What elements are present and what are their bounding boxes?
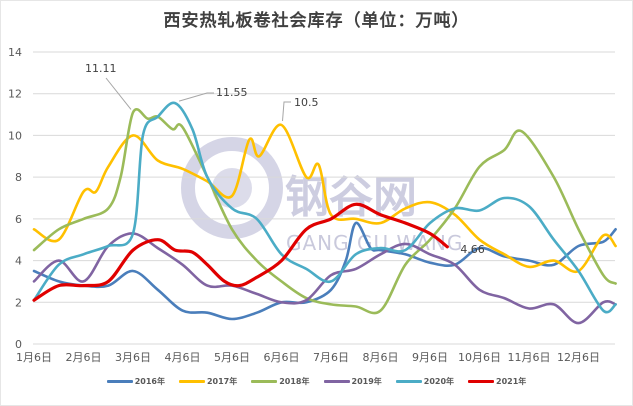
x-tick-label: 9月6日: [412, 351, 448, 364]
x-tick-label: 10月6日: [458, 351, 501, 364]
y-tick-label: 6: [15, 213, 22, 226]
y-tick-label: 0: [15, 338, 22, 351]
legend-item-2017: 2017年: [178, 376, 238, 387]
x-tick-label: 11月6日: [508, 351, 551, 364]
legend-item-2016: 2016年: [106, 376, 165, 387]
y-tick-label: 4: [15, 255, 22, 268]
y-tick-label: 12: [8, 88, 22, 101]
legend-label: 2020年: [423, 377, 455, 386]
y-axis-ticks: 0 2 4 6 8 10 12 14: [8, 46, 22, 351]
watermark-cn-text: 钢谷网: [285, 172, 417, 223]
series-lines: [32, 101, 617, 325]
legend-swatch: [178, 380, 205, 383]
leader-line: [282, 101, 291, 122]
annotation-label: 4.66: [460, 243, 485, 256]
x-tick-label: 4月6日: [165, 351, 201, 364]
legend-swatch: [395, 380, 422, 383]
legend-label: 2018年: [279, 377, 310, 386]
series-line-2018: [32, 107, 617, 315]
chart-legend: 2016年 2017年 2018年 2019年 2020年 2021年: [0, 376, 633, 387]
chart-title: 西安热轧板卷社会库存（单位：万吨）: [163, 11, 470, 31]
legend-swatch: [251, 380, 278, 383]
series-line-2016: [32, 221, 617, 321]
x-tick-label: 8月6日: [363, 351, 399, 364]
data-annotations: 11.11 11.55 10.5 4.66: [85, 62, 485, 256]
x-tick-label: 5月6日: [214, 351, 250, 364]
annotation-label: 10.5: [294, 96, 319, 109]
legend-swatch: [468, 380, 495, 383]
legend-item-2019: 2019年: [323, 376, 382, 387]
leader-line: [178, 92, 214, 102]
legend-swatch: [323, 380, 350, 383]
x-tick-label: 1月6日: [16, 351, 52, 364]
x-axis-ticks: 1月6日 2月6日 3月6日 4月6日 5月6日 6月6日 7月6日 8月6日 9月6日 10月6…: [16, 351, 600, 364]
series-line-2021: [32, 202, 449, 302]
legend-label: 2016年: [134, 377, 165, 386]
y-tick-label: 8: [15, 171, 22, 184]
legend-label: 2019年: [351, 377, 382, 386]
x-tick-label: 12月6日: [557, 351, 600, 364]
y-tick-label: 2: [15, 296, 22, 309]
y-tick-label: 14: [8, 46, 22, 59]
y-tick-label: 10: [8, 129, 22, 142]
x-tick-label: 7月6日: [313, 351, 349, 364]
legend-item-2021: 2021年: [468, 376, 526, 387]
x-tick-label: 2月6日: [66, 351, 102, 364]
legend-item-2020: 2020年: [395, 376, 455, 387]
x-tick-label: 6月6日: [264, 351, 300, 364]
legend-label: 2021年: [496, 377, 527, 386]
series-line-2017: [32, 123, 617, 274]
legend-item-2018: 2018年: [251, 376, 310, 387]
annotation-label: 11.55: [216, 86, 248, 99]
x-tick-label: 3月6日: [115, 351, 151, 364]
leader-line: [105, 77, 132, 110]
annotation-label: 11.11: [85, 62, 117, 75]
legend-label: 2017年: [206, 377, 238, 386]
series-line-2020: [32, 101, 617, 314]
legend-swatch: [106, 380, 133, 383]
